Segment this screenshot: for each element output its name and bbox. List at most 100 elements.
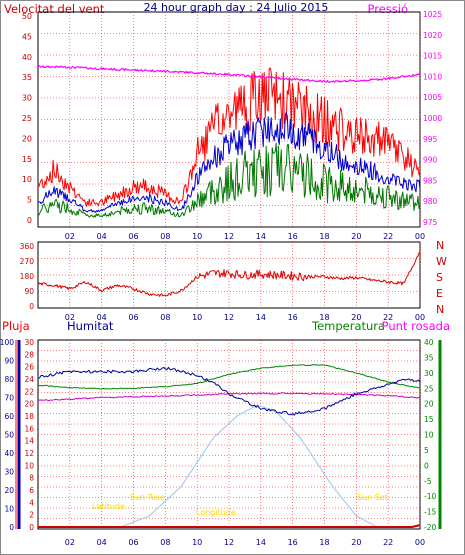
wind-direction-series	[37, 251, 421, 297]
x-tick-label: 22	[383, 538, 393, 547]
wind-y-tick: 10	[22, 175, 32, 184]
rain-y-tick: 70	[4, 394, 14, 403]
x-tick-label: 08	[160, 538, 170, 547]
x-tick-label: 02	[65, 232, 75, 241]
rain-y-tick: 10	[4, 505, 14, 514]
rain-y-tick: 50	[4, 431, 14, 440]
compass-y-tick: N	[436, 303, 444, 316]
x-tick-label: 14	[256, 538, 266, 547]
rain-y-tick: 30	[4, 468, 14, 477]
pressure-y-tick: 985	[423, 176, 438, 185]
x-tick-label: 10	[192, 538, 202, 547]
pressure-series	[37, 65, 421, 83]
compass-y-tick: W	[436, 255, 447, 268]
temperature-y-tick: 5	[424, 446, 429, 455]
pressure-y-tick: 995	[423, 135, 438, 144]
compass-y-tick: N	[436, 239, 444, 252]
x-tick-label: 14	[256, 232, 266, 241]
humidity-y-tick: 10	[24, 461, 34, 470]
x-tick-label: 12	[224, 313, 234, 322]
wind-y-tick: 25	[22, 114, 32, 123]
wind-y-tick: 50	[22, 12, 32, 21]
humidity-y-tick: 26	[24, 363, 34, 372]
direction-y-tick: 90	[24, 287, 34, 296]
humidity-series	[37, 366, 421, 416]
temperature-y-tick: 0	[424, 461, 429, 470]
temperature-y-tick: 35	[424, 353, 434, 362]
axes: 02 04 06 08 10 12 14 16 18 20 22 005045403530252015…	[0, 10, 447, 547]
pressure-title: Pressió	[368, 2, 409, 16]
temperature-y-tick: 25	[424, 384, 434, 393]
rain-y-tick: 80	[4, 375, 14, 384]
pressure-y-tick: 1010	[423, 72, 442, 81]
humidity-y-tick: 28	[24, 350, 34, 359]
humidity-y-tick: 24	[24, 375, 34, 384]
x-tick-label: 18	[319, 232, 329, 241]
wind-y-tick: 30	[22, 94, 32, 103]
longitude-label: Longitude	[196, 508, 236, 517]
pressure-y-tick: 1025	[423, 10, 442, 19]
x-tick-label: 20	[351, 313, 361, 322]
humidity-y-tick: 2	[29, 511, 34, 520]
x-tick-label: 06	[128, 232, 138, 241]
x-tick-label: 20	[351, 232, 361, 241]
wind-y-tick: 35	[22, 73, 32, 82]
humidity-y-tick: 6	[29, 486, 34, 495]
x-tick-label: 04	[97, 313, 107, 322]
rain-y-tick: 0	[9, 523, 14, 532]
x-tick-label: 10	[192, 313, 202, 322]
pressure-y-tick: 1005	[423, 93, 442, 102]
pressure-y-tick: 1015	[423, 52, 442, 61]
x-tick-label: 12	[224, 538, 234, 547]
latitude-label: Latitude	[92, 502, 125, 511]
humidity-y-tick: 22	[24, 387, 34, 396]
x-tick-label: 16	[288, 232, 298, 241]
humidity-y-tick: 14	[24, 437, 34, 446]
x-tick-label: 12	[224, 232, 234, 241]
direction-y-tick: 0	[29, 302, 34, 311]
solar-curve	[120, 404, 378, 528]
wind-title: Velocitat del vent	[4, 2, 105, 16]
humidity-y-tick: 0	[29, 523, 34, 532]
x-tick-label: 14	[256, 313, 266, 322]
rain-y-tick: 90	[4, 357, 14, 366]
sunset-label: Sun Set	[357, 493, 388, 502]
humidity-label: Humitat	[67, 319, 114, 333]
x-tick-label: 00	[415, 538, 425, 547]
rain-y-tick: 60	[4, 412, 14, 421]
temperature-y-tick: -5	[424, 477, 432, 486]
wind-avg-series	[37, 111, 421, 213]
pressure-y-tick: 975	[423, 218, 438, 227]
temperature-y-tick: 40	[424, 338, 434, 347]
rain-label: Pluja	[2, 319, 30, 333]
rain-series	[38, 524, 421, 528]
humidity-y-tick: 20	[24, 400, 34, 409]
humidity-y-tick: 18	[24, 412, 34, 421]
x-tick-label: 04	[97, 232, 107, 241]
temperature-y-tick: 10	[424, 431, 434, 440]
temperature-y-tick: -15	[424, 508, 436, 517]
chart-title: 24 hour graph day : 24 Julio 2015	[144, 1, 329, 14]
wind-y-tick: 20	[22, 134, 32, 143]
direction-y-tick: 360	[20, 242, 35, 251]
x-tick-label: 08	[160, 232, 170, 241]
temperature-y-tick: 30	[424, 369, 434, 378]
direction-y-tick: 270	[20, 257, 35, 266]
x-tick-label: 04	[97, 538, 107, 547]
direction-y-tick: 180	[20, 272, 35, 281]
wind-gust-series	[37, 67, 421, 207]
humidity-y-tick: 30	[24, 338, 34, 347]
x-tick-label: 22	[383, 313, 393, 322]
compass-y-tick: S	[436, 271, 443, 284]
humidity-y-tick: 16	[24, 424, 34, 433]
temperature-label: Temperatura	[311, 319, 385, 333]
rain-y-tick: 20	[4, 486, 14, 495]
humidity-y-tick: 4	[29, 498, 34, 507]
temperature-y-tick: -20	[424, 523, 436, 532]
wind-y-tick: 40	[22, 53, 32, 62]
x-tick-label: 06	[128, 538, 138, 547]
x-tick-label: 00	[415, 313, 425, 322]
temperature-y-tick: -10	[424, 492, 436, 501]
